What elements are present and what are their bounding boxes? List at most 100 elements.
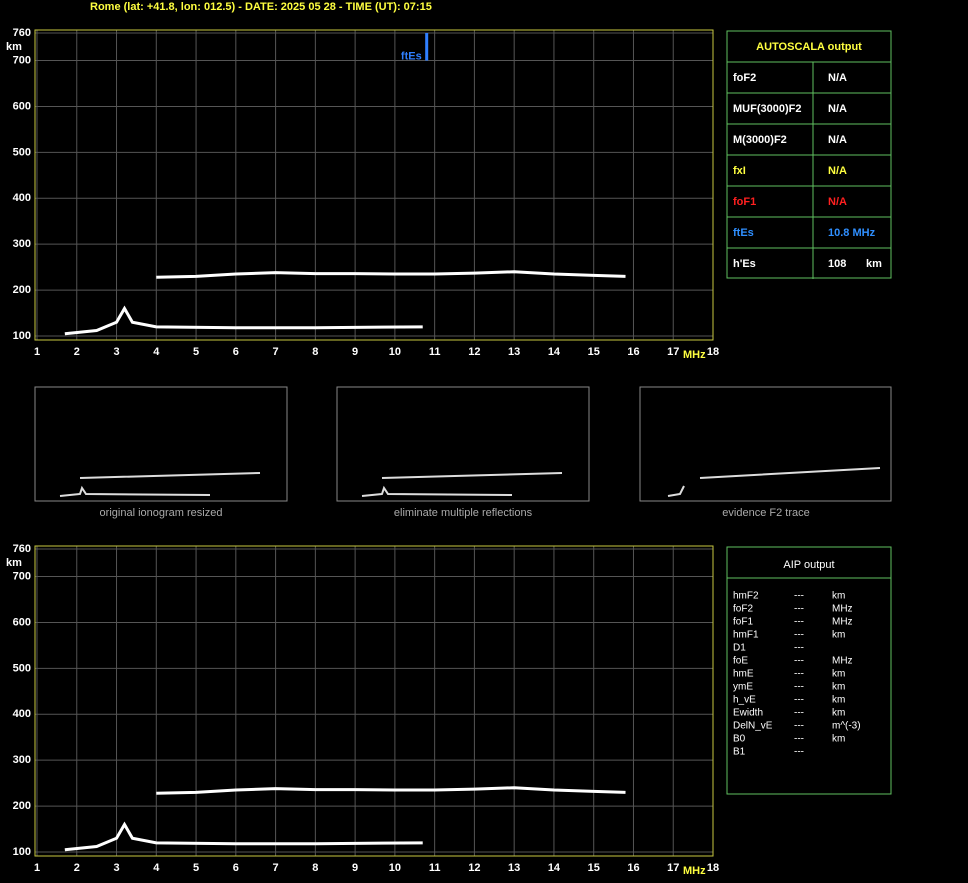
param-value: N/A [828,165,847,177]
y-tick-label: 300 [13,238,31,250]
aip-value: --- [794,708,804,719]
x-tick-label: 5 [193,346,199,358]
x-tick-label: 11 [429,862,441,874]
aip-value: --- [794,630,804,641]
aip-label: ymE [733,682,753,693]
x-tick-label: 16 [627,346,639,358]
x-tick-label: 10 [389,346,401,358]
x-tick-label: 7 [273,346,279,358]
aip-label: hmF1 [733,630,759,641]
param-label: h'Es [733,258,756,270]
x-tick-label: 1 [34,346,40,358]
aip-label: foF2 [733,604,753,615]
aip-value: --- [794,617,804,628]
y-tick-label: 500 [13,662,31,674]
param-label: MUF(3000)F2 [733,103,801,115]
x-tick-label: 13 [508,862,520,874]
y-tick-label: 100 [13,330,31,342]
x-tick-label: 12 [468,346,480,358]
param-label: foF2 [733,72,756,84]
param-label: M(3000)F2 [733,134,787,146]
y-tick-label: 600 [13,100,31,112]
aip-label: D1 [733,643,746,654]
thumbnail-caption: original ionogram resized [100,507,223,519]
header-title: Rome (lat: +41.8, lon: 012.5) - DATE: 20… [90,1,432,13]
param-label: ftEs [733,227,754,239]
aip-value: --- [794,747,804,758]
plot-area [35,30,713,340]
aip-label: DelN_vE [733,721,773,732]
aip-label: B1 [733,747,746,758]
plot-frame [34,29,714,341]
trace [156,786,626,795]
param-unit: km [866,258,882,270]
x-tick-label: 1 [34,862,40,874]
x-tick-label: 5 [193,862,199,874]
x-tick-label: 17 [667,862,679,874]
x-tick-label: 17 [667,346,679,358]
x-tick-label: 2 [74,346,80,358]
aip-value: --- [794,604,804,615]
aip-label: Ewidth [733,708,763,719]
aip-unit: km [832,695,845,706]
x-tick-label: 9 [352,862,358,874]
y-tick-label: 600 [13,616,31,628]
aip-value: --- [794,721,804,732]
ftes-label: ftEs [401,51,422,63]
param-label: fxI [733,165,746,177]
aip-unit: MHz [832,604,853,615]
y-tick-label: 200 [13,800,31,812]
aip-unit: MHz [832,656,853,667]
x-tick-label: 8 [312,346,318,358]
param-value: N/A [828,72,847,84]
x-tick-label: 4 [153,346,160,358]
aip-unit: km [832,682,845,693]
param-label: foF1 [733,196,756,208]
x-tick-label: 18 [707,346,719,358]
thumbnail-caption: eliminate multiple reflections [394,507,533,519]
aip-label: foF1 [733,617,753,628]
x-tick-label: 8 [312,862,318,874]
y-axis-label: km [6,41,22,53]
aip-unit: km [832,734,845,745]
x-tick-label: 15 [588,346,600,358]
aip-box [726,546,892,795]
thumbnail [336,386,590,502]
thumbnail [639,386,892,502]
aip-value: --- [794,656,804,667]
y-tick-label: 400 [13,708,31,720]
y-tick-label: 700 [13,54,31,66]
aip-unit: km [832,669,845,680]
x-tick-label: 14 [548,862,561,874]
x-tick-label: 10 [389,862,401,874]
y-tick-label: 100 [13,846,31,858]
aip-value: --- [794,591,804,602]
x-tick-label: 12 [468,862,480,874]
aip-unit: m^(-3) [832,721,861,732]
x-tick-label: 7 [273,862,279,874]
thumbnails: original ionogram resized eliminate mult… [34,386,892,519]
aip-unit: km [832,591,845,602]
param-value: N/A [828,134,847,146]
x-axis-label: MHz [683,865,706,877]
y-axis-label: km [6,557,22,569]
aip-unit: km [832,708,845,719]
aip-label: hmF2 [733,591,759,602]
aip-value: --- [794,734,804,745]
x-tick-label: 13 [508,346,520,358]
aip-label: hmE [733,669,754,680]
x-tick-label: 14 [548,346,561,358]
param-value: N/A [828,103,847,115]
x-tick-label: 2 [74,862,80,874]
aip-label: foE [733,656,748,667]
x-tick-label: 4 [153,862,160,874]
thumbnail [34,386,288,502]
y-tick-label: 200 [13,284,31,296]
param-value: 108 [828,258,846,270]
trace [64,305,423,336]
aip-value: --- [794,643,804,654]
trace [156,270,626,279]
autoscala-title: AUTOSCALA output [756,41,862,53]
plot-area [35,546,713,856]
x-tick-label: 6 [233,862,239,874]
